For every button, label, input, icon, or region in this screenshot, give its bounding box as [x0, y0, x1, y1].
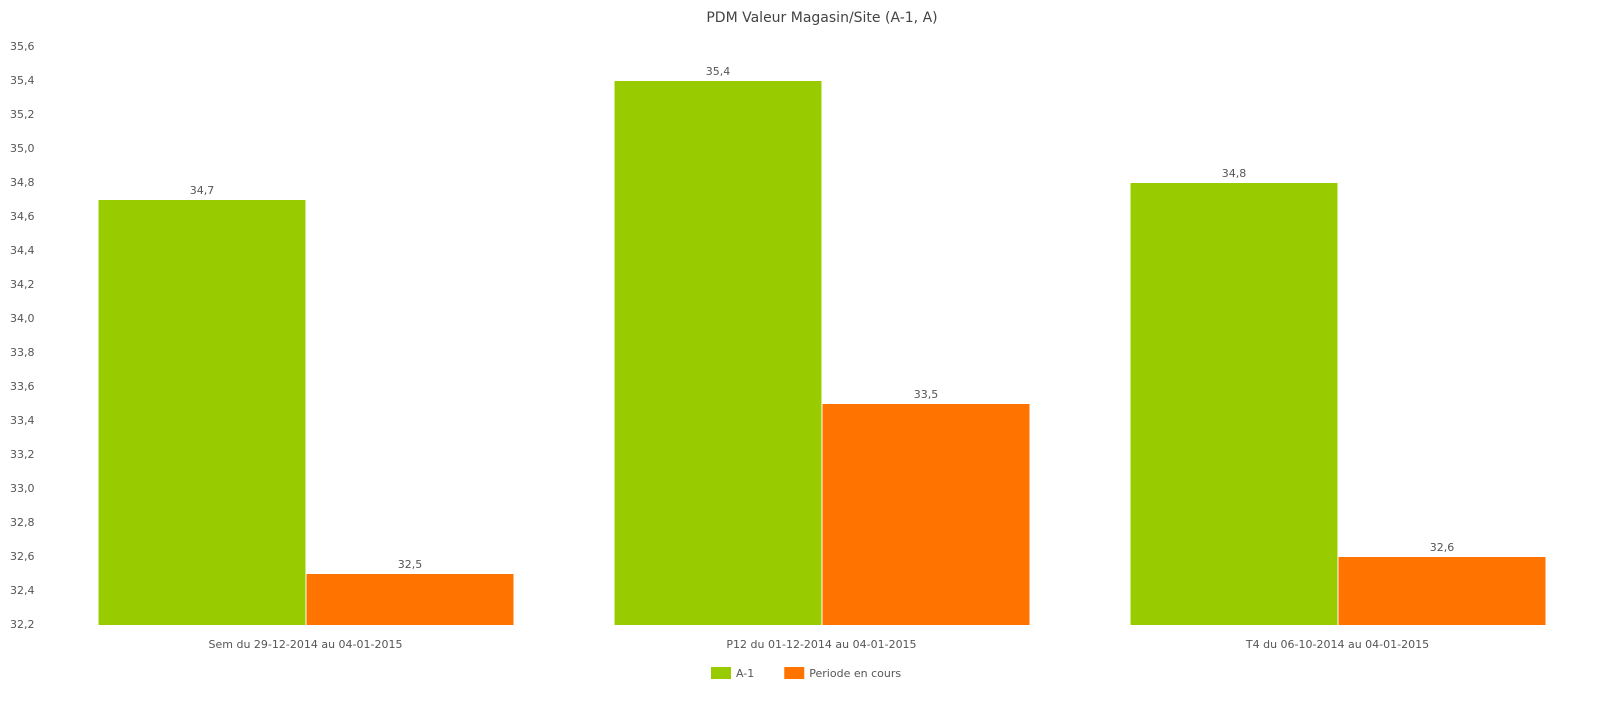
- y-tick-label: 33,8: [10, 346, 35, 359]
- y-tick-label: 32,2: [10, 618, 35, 631]
- y-tick-label: 35,0: [10, 142, 35, 155]
- y-tick-label: 35,6: [10, 40, 35, 53]
- bar: [98, 200, 306, 625]
- legend-label: Periode en cours: [809, 667, 901, 680]
- bar: [1338, 557, 1546, 625]
- legend-swatch: [711, 667, 731, 679]
- value-label: 32,5: [398, 558, 423, 571]
- y-tick-label: 33,6: [10, 380, 35, 393]
- y-tick-label: 32,6: [10, 550, 35, 563]
- y-tick-label: 33,4: [10, 414, 35, 427]
- x-tick-label: P12 du 01-12-2014 au 04-01-2015: [726, 638, 916, 651]
- bar: [306, 574, 514, 625]
- value-label: 34,8: [1222, 167, 1247, 180]
- bar: [822, 404, 1030, 625]
- y-tick-label: 34,4: [10, 244, 35, 257]
- y-tick-label: 34,6: [10, 210, 35, 223]
- y-tick-label: 33,2: [10, 448, 35, 461]
- y-tick-label: 32,4: [10, 584, 35, 597]
- y-tick-label: 35,4: [10, 74, 35, 87]
- y-tick-label: 34,0: [10, 312, 35, 325]
- value-label: 32,6: [1430, 541, 1455, 554]
- y-tick-label: 33,0: [10, 482, 35, 495]
- y-tick-label: 32,8: [10, 516, 35, 529]
- value-label: 33,5: [914, 388, 939, 401]
- value-label: 34,7: [190, 184, 215, 197]
- y-tick-label: 34,8: [10, 176, 35, 189]
- x-tick-label: Sem du 29-12-2014 au 04-01-2015: [209, 638, 403, 651]
- value-label: 35,4: [706, 65, 731, 78]
- legend-swatch: [784, 667, 805, 679]
- chart-title: PDM Valeur Magasin/Site (A-1, A): [706, 10, 937, 26]
- x-tick-label: T4 du 06-10-2014 au 04-01-2015: [1245, 638, 1429, 651]
- y-tick-label: 35,2: [10, 108, 35, 121]
- bar: [614, 81, 822, 625]
- legend-label: A-1: [736, 667, 754, 680]
- y-tick-label: 34,2: [10, 278, 35, 291]
- bar: [1130, 183, 1338, 625]
